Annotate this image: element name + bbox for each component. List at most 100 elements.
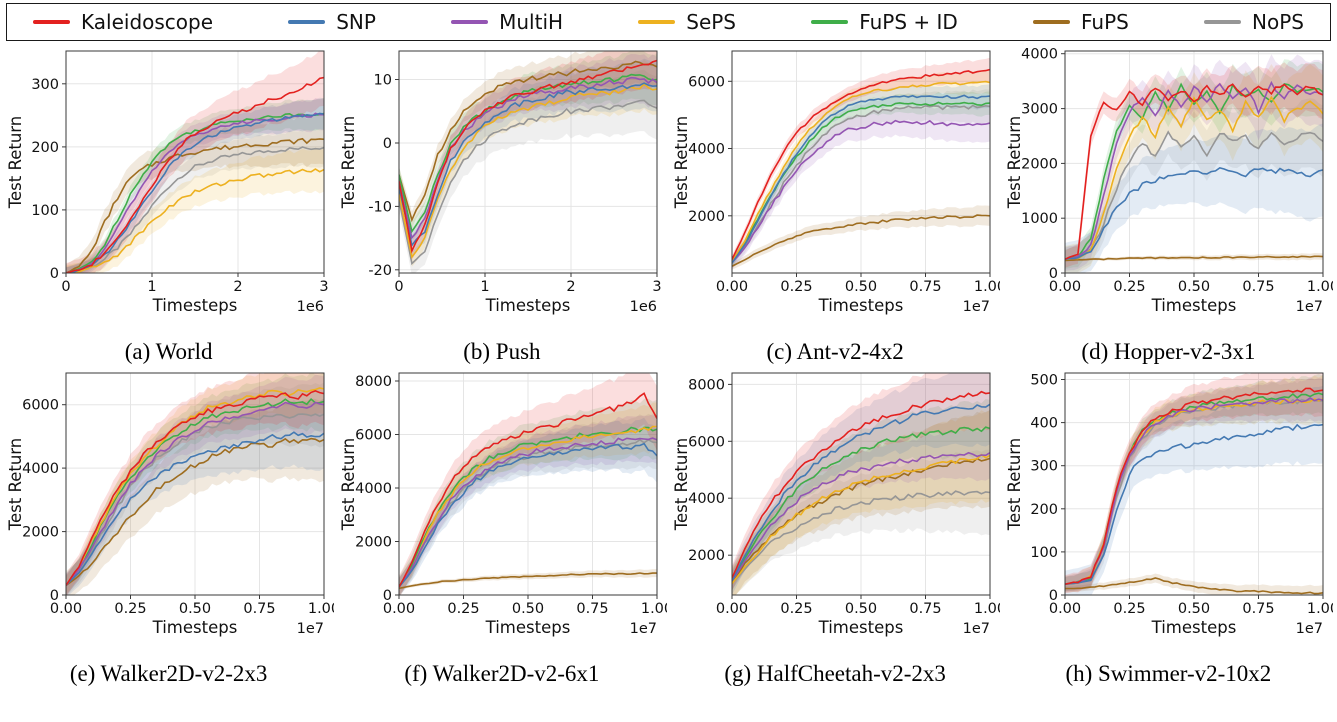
svg-text:1e7: 1e7 [296,621,323,637]
svg-text:100: 100 [1031,545,1059,561]
svg-text:4000: 4000 [355,481,392,497]
svg-text:0.50: 0.50 [845,601,877,617]
svg-text:1e7: 1e7 [963,299,990,315]
chart-caption-h: (h) Swimmer-v2-10x2 [1065,661,1272,686]
chart-cell-g: 0.00 0.25 0.50 0.75 1.00 2000 4000 6000 8000 Time… [669,365,1002,687]
legend-item-nops: NoPS [1204,10,1304,34]
svg-text:4000: 4000 [1021,47,1058,63]
svg-text:0.25: 0.25 [780,279,812,295]
svg-text:Test Return: Test Return [672,116,691,210]
svg-text:1e7: 1e7 [630,621,657,637]
chart-plot-world: 0 1 2 3 0 100 200 300 Timesteps 1e6 Test Return [2,43,335,335]
svg-text:0: 0 [49,588,58,604]
svg-text:Timesteps: Timesteps [485,618,571,637]
legend-label: NoPS [1252,10,1304,34]
svg-text:300: 300 [1031,459,1059,475]
svg-text:0.50: 0.50 [178,601,210,617]
svg-text:1e7: 1e7 [1296,621,1323,637]
svg-text:1e6: 1e6 [630,299,657,315]
svg-text:1.00: 1.00 [641,601,667,617]
svg-text:Test Return: Test Return [672,438,691,532]
svg-text:0.75: 0.75 [576,601,608,617]
svg-text:0.50: 0.50 [1178,601,1210,617]
svg-text:200: 200 [31,140,59,156]
legend-label: FuPS [1081,10,1129,34]
svg-text:500: 500 [1031,373,1059,389]
svg-text:2000: 2000 [1021,156,1058,172]
svg-text:Timesteps: Timesteps [151,618,237,637]
svg-text:0.00: 0.00 [1049,279,1081,295]
svg-text:6000: 6000 [22,398,59,414]
svg-text:0: 0 [1049,588,1058,604]
svg-text:0.75: 0.75 [243,601,275,617]
legend-line-swatch [33,20,70,24]
legend-line-swatch [1033,20,1071,24]
legend-item-fups-id: FuPS + ID [811,10,958,34]
svg-text:0: 0 [49,266,58,282]
svg-text:0.25: 0.25 [114,601,146,617]
svg-text:Timesteps: Timesteps [1151,296,1237,315]
chart-cell-e: 0.00 0.25 0.50 0.75 1.00 0 2000 4000 6000 Timeste… [2,365,335,687]
svg-text:3: 3 [652,279,661,295]
svg-text:8000: 8000 [355,374,392,390]
chart-cell-a: 0 1 2 3 0 100 200 300 Timesteps 1e6 Test Return (a… [2,43,335,365]
legend-item-kaleidoscope: Kaleidoscope [33,10,213,34]
svg-text:0.25: 0.25 [780,601,812,617]
svg-text:2000: 2000 [688,209,725,225]
svg-text:0.50: 0.50 [1178,279,1210,295]
svg-text:0: 0 [394,279,403,295]
svg-text:10: 10 [373,73,391,89]
svg-text:Timesteps: Timesteps [151,296,237,315]
svg-text:6000: 6000 [355,428,392,444]
svg-text:1.00: 1.00 [1307,279,1333,295]
chart-caption-g: (g) HalfCheetah-v2-2x3 [724,661,946,686]
svg-text:1: 1 [147,279,156,295]
chart-caption-a: (a) World [124,339,213,364]
svg-text:2: 2 [566,279,575,295]
svg-text:0.75: 0.75 [1243,279,1275,295]
svg-text:2000: 2000 [688,548,725,564]
legend-label: SePS [686,10,737,34]
svg-text:1000: 1000 [1021,211,1058,227]
chart-cell-h: 0.00 0.25 0.50 0.75 1.00 0 100 200 300 400 500 Time… [1002,365,1335,687]
svg-text:Test Return: Test Return [6,438,25,532]
svg-text:0.00: 0.00 [716,279,748,295]
legend-line-swatch [288,20,326,24]
svg-text:Test Return: Test Return [339,116,358,210]
chart-caption-b: (b) Push [463,339,541,364]
svg-text:4000: 4000 [688,491,725,507]
legend-label: MultiH [499,10,564,34]
svg-text:0.00: 0.00 [716,601,748,617]
svg-text:1e7: 1e7 [963,621,990,637]
svg-text:0.75: 0.75 [1243,601,1275,617]
svg-text:Timesteps: Timesteps [485,296,571,315]
chart-svg-b: 0 1 2 3 -20 -10 0 10 Timesteps 1e6 Test Return [339,50,661,315]
svg-text:1.00: 1.00 [974,279,1000,295]
svg-text:3: 3 [319,279,328,295]
svg-text:1e6: 1e6 [296,299,323,315]
svg-text:0.00: 0.00 [383,601,415,617]
svg-text:0: 0 [383,136,392,152]
svg-text:Test Return: Test Return [1005,116,1024,210]
svg-text:Test Return: Test Return [1005,438,1024,532]
svg-text:0.50: 0.50 [512,601,544,617]
svg-text:0.25: 0.25 [1114,279,1146,295]
svg-text:1e7: 1e7 [1296,299,1323,315]
svg-text:-10: -10 [368,199,392,215]
chart-svg-h: 0.00 0.25 0.50 0.75 1.00 0 100 200 300 400 500 Time… [1005,372,1333,637]
svg-text:6000: 6000 [688,74,725,90]
chart-plot-hopper: 0.00 0.25 0.50 0.75 1.00 0 1000 2000 3000 4000 Tim… [1002,43,1335,335]
chart-svg-a: 0 1 2 3 0 100 200 300 Timesteps 1e6 Test Return [6,50,328,315]
svg-text:1.00: 1.00 [1307,601,1333,617]
svg-text:0.75: 0.75 [909,601,941,617]
chart-caption-c: (c) Ant-v2-4x2 [766,339,904,364]
legend-item-snp: SNP [288,10,376,34]
svg-text:2000: 2000 [22,525,59,541]
legend-label: FuPS + ID [859,10,958,34]
chart-caption-f: (f) Walker2D-v2-6x1 [404,661,600,686]
chart-cell-b: 0 1 2 3 -20 -10 0 10 Timesteps 1e6 Test Return (b)… [335,43,668,365]
svg-text:2000: 2000 [355,535,392,551]
legend-item-seps: SePS [638,10,736,34]
svg-text:300: 300 [31,77,59,93]
chart-plot-walker2d-6x1: 0.00 0.25 0.50 0.75 1.00 0 2000 4000 6000 8000 Tim… [335,365,668,657]
